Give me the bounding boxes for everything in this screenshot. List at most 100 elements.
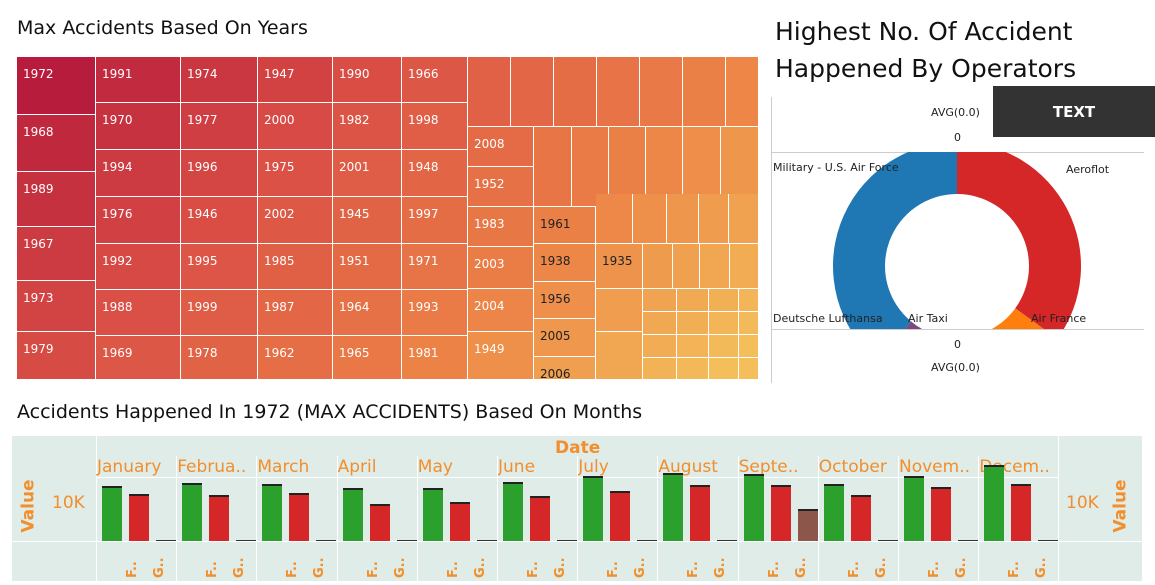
year-tile[interactable] — [683, 57, 726, 127]
month-bar[interactable] — [823, 484, 844, 541]
year-tile-1983[interactable]: 1983 — [468, 207, 534, 247]
year-tile-1952[interactable]: 1952 — [468, 167, 534, 207]
donut-slice-military-u-s-air-force[interactable] — [833, 152, 957, 332]
year-tile-1949[interactable]: 1949 — [468, 332, 534, 380]
year-tile-1975[interactable]: 1975 — [258, 150, 333, 197]
year-tile[interactable] — [643, 312, 677, 335]
year-tile-1945[interactable]: 1945 — [333, 197, 402, 244]
year-tile-1938[interactable]: 1938 — [534, 244, 596, 282]
month-bar[interactable] — [129, 494, 149, 541]
year-tile-1969[interactable]: 1969 — [96, 336, 181, 380]
month-bar[interactable] — [342, 488, 363, 541]
year-tile-1997[interactable]: 1997 — [402, 197, 468, 244]
month-bar[interactable] — [984, 465, 1005, 541]
year-tile[interactable] — [709, 335, 739, 358]
month-bar[interactable] — [850, 495, 871, 541]
month-bar[interactable] — [637, 540, 658, 541]
year-tile[interactable] — [709, 358, 739, 380]
month-bar[interactable] — [904, 476, 924, 541]
month-bar[interactable] — [156, 540, 176, 541]
year-tile[interactable] — [709, 289, 739, 312]
month-bar[interactable] — [530, 496, 550, 541]
month-bar[interactable] — [557, 540, 577, 541]
year-tile-1946[interactable]: 1946 — [181, 197, 258, 244]
year-tile[interactable] — [643, 289, 677, 312]
donut-slice-aeroflot[interactable] — [957, 152, 1081, 332]
month-bar[interactable] — [743, 474, 764, 541]
year-tile-1998[interactable]: 1998 — [402, 103, 468, 150]
month-bar[interactable] — [369, 504, 390, 541]
year-tile-1990[interactable]: 1990 — [333, 57, 402, 103]
year-tile-2006[interactable]: 2006 — [534, 357, 596, 381]
year-tile[interactable] — [739, 312, 759, 335]
month-bar[interactable] — [503, 482, 523, 541]
year-tile[interactable] — [677, 312, 709, 335]
year-tile[interactable] — [677, 289, 709, 312]
donut-slice-deutsche-lufthansa[interactable] — [878, 321, 948, 332]
month-bar[interactable] — [289, 493, 310, 541]
text-button[interactable]: TEXT — [993, 86, 1155, 137]
month-bar[interactable] — [1011, 484, 1032, 541]
month-bar[interactable] — [770, 485, 791, 541]
year-tile[interactable] — [729, 194, 759, 244]
month-bar[interactable] — [209, 495, 230, 541]
month-bar[interactable] — [663, 473, 684, 541]
year-tile[interactable] — [609, 127, 646, 207]
year-tile[interactable] — [643, 358, 677, 380]
month-bar[interactable] — [262, 484, 283, 541]
year-tile-2004[interactable]: 2004 — [468, 289, 534, 332]
year-tile[interactable] — [683, 127, 721, 207]
year-tile[interactable] — [667, 194, 699, 244]
year-tile-1935[interactable]: 1935 — [596, 244, 643, 289]
year-tile[interactable] — [677, 335, 709, 358]
year-tile[interactable] — [596, 289, 643, 332]
year-tile-1947[interactable]: 1947 — [258, 57, 333, 103]
year-tile[interactable] — [739, 289, 759, 312]
year-tile-1964[interactable]: 1964 — [333, 290, 402, 336]
year-tile[interactable] — [534, 127, 572, 207]
year-tile-1970[interactable]: 1970 — [96, 103, 181, 150]
year-tile-1999[interactable]: 1999 — [181, 290, 258, 336]
year-tile[interactable] — [633, 194, 667, 244]
year-tile-1982[interactable]: 1982 — [333, 103, 402, 150]
month-bar[interactable] — [610, 491, 631, 541]
year-tile[interactable] — [640, 57, 683, 127]
month-bar[interactable] — [958, 540, 978, 541]
year-tile-1967[interactable]: 1967 — [17, 227, 96, 281]
year-tile[interactable] — [739, 358, 759, 380]
year-tile[interactable] — [643, 244, 673, 289]
year-tile[interactable] — [468, 57, 511, 127]
year-tile[interactable] — [597, 57, 640, 127]
year-tile[interactable] — [646, 127, 683, 207]
year-tile-1948[interactable]: 1948 — [402, 150, 468, 197]
month-bar[interactable] — [316, 540, 337, 541]
year-tile-1987[interactable]: 1987 — [258, 290, 333, 336]
year-tile[interactable] — [554, 57, 597, 127]
year-tile[interactable] — [730, 244, 759, 289]
year-tile-1972[interactable]: 1972 — [17, 57, 96, 115]
year-tile-1973[interactable]: 1973 — [17, 281, 96, 332]
year-tile-2008[interactable]: 2008 — [468, 127, 534, 167]
year-tile[interactable] — [673, 244, 700, 289]
year-tile-1978[interactable]: 1978 — [181, 336, 258, 380]
year-tile-1994[interactable]: 1994 — [96, 150, 181, 197]
months-bar-chart[interactable]: Date Value 10K 10K Value January F.. G.. Fe… — [12, 436, 1142, 581]
year-tile-1971[interactable]: 1971 — [402, 244, 468, 290]
year-tile-1976[interactable]: 1976 — [96, 197, 181, 244]
year-tile-2001[interactable]: 2001 — [333, 150, 402, 197]
year-tile-1968[interactable]: 1968 — [17, 115, 96, 172]
month-bar[interactable] — [797, 509, 818, 541]
year-tile[interactable] — [739, 335, 759, 358]
year-tile-2005[interactable]: 2005 — [534, 319, 596, 357]
month-bar[interactable] — [1038, 540, 1059, 541]
year-tile-2000[interactable]: 2000 — [258, 103, 333, 150]
month-bar[interactable] — [396, 540, 417, 541]
year-tile[interactable] — [643, 335, 677, 358]
month-bar[interactable] — [422, 488, 443, 541]
donut-slice-air-france[interactable] — [970, 308, 1057, 332]
year-tile[interactable] — [511, 57, 554, 127]
year-tile[interactable] — [677, 358, 709, 380]
month-bar[interactable] — [102, 486, 122, 541]
month-bar[interactable] — [182, 483, 203, 541]
year-tile-2003[interactable]: 2003 — [468, 247, 534, 289]
